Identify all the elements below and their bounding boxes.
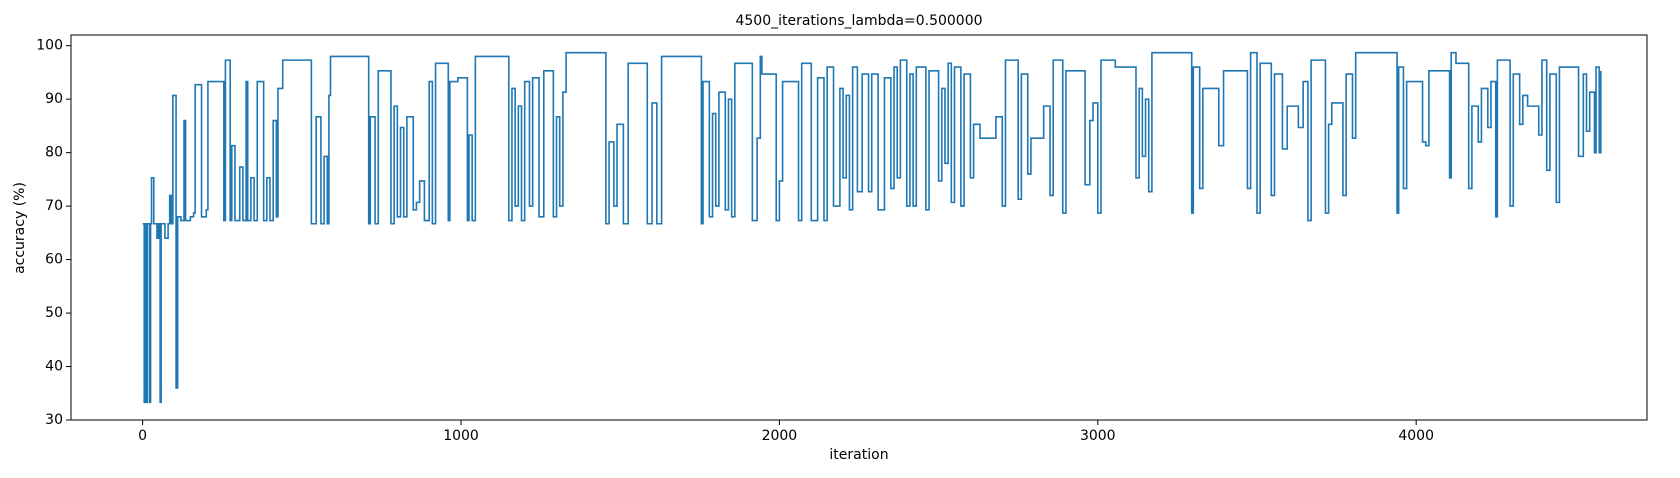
chart-title: 4500_iterations_lambda=0.500000 bbox=[735, 13, 982, 29]
y-tick-label: 50 bbox=[45, 305, 63, 321]
y-tick-label: 90 bbox=[45, 91, 63, 107]
x-tick-label: 0 bbox=[138, 428, 147, 444]
y-tick-label: 60 bbox=[45, 252, 63, 268]
plot-frame bbox=[70, 34, 1648, 421]
x-tick-label: 1000 bbox=[443, 428, 479, 444]
x-axis-label: iteration bbox=[829, 447, 888, 463]
y-tick-label: 40 bbox=[45, 359, 63, 375]
data-line bbox=[142, 51, 1602, 404]
y-tick-label: 100 bbox=[36, 38, 63, 54]
y-tick-label: 80 bbox=[45, 145, 63, 161]
y-axis-label: accuracy (%) bbox=[12, 182, 28, 274]
y-tick-label: 30 bbox=[45, 412, 63, 428]
x-tick-label: 3000 bbox=[1080, 428, 1116, 444]
x-tick-label: 4000 bbox=[1398, 428, 1434, 444]
x-tick-label: 2000 bbox=[762, 428, 798, 444]
y-tick-label: 70 bbox=[45, 198, 63, 214]
